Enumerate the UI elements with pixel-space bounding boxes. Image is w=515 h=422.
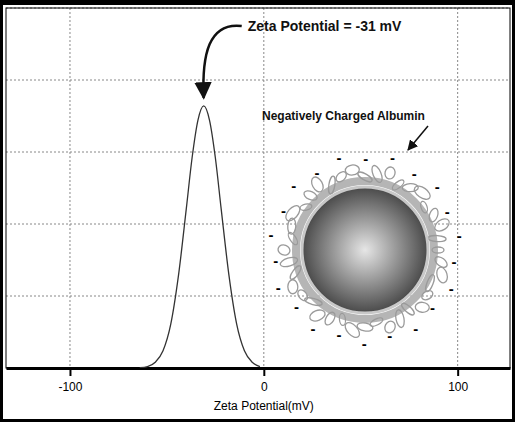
x-tick: 100 [448,368,468,394]
charge-sign: - [336,149,341,166]
charge-sign: - [412,165,417,182]
x-axis-line [7,367,511,370]
albumin-coil [435,266,449,284]
albumin-coil [288,264,302,280]
annotation-arrow [203,26,241,98]
charge-sign: - [390,149,395,166]
albumin-coil [369,316,384,328]
albumin-coil [412,183,432,202]
albumin-coil [299,203,312,211]
albumin-coil [384,166,397,180]
x-tick-label: -100 [58,380,82,394]
x-grid-line [69,8,70,368]
albumin-coil [428,207,440,223]
albumin-coil [279,256,299,269]
x-tick-label: 0 [261,380,268,394]
sphere [302,187,428,313]
albumin-coil [357,170,374,183]
albumin-coil [304,296,323,306]
albumin-coil [428,235,446,242]
charge-sign: - [337,326,342,343]
chart: -100 0 100 Zeta Potential(mV) Zeta Potential… [0,0,515,422]
x-axis-title: Zeta Potential(mV) [214,399,314,413]
charge-sign: - [273,252,278,269]
charge-sign: - [451,253,456,270]
marks [140,106,260,368]
charge-sign: - [363,150,368,167]
charge-sign: - [413,320,418,337]
x-tick: 0 [261,368,268,394]
charge-sign: - [430,299,435,316]
x-tick: -100 [58,368,82,394]
x-axis: -100 0 100 [7,368,511,394]
x-grid-line [457,8,458,368]
annotation-arrow [408,126,428,150]
charge-sign: - [294,298,299,315]
albumin-coil [432,247,444,253]
charge-sign: - [276,279,281,296]
outer-frame [2,3,514,421]
albumin-coil [327,176,336,195]
x-tick-mark [457,368,459,376]
albumin-coil [402,183,418,192]
x-tick-label: 100 [448,380,468,394]
charge-sign: - [445,203,450,220]
albumin-layer [296,181,434,319]
albumin-coil [415,302,430,313]
grid [6,8,510,368]
y-grid-line [6,152,510,153]
albumin-coil [419,200,428,213]
albumin-coil [283,203,302,223]
charge-sign: - [457,227,462,244]
annotation: Negatively Charged Albumin [262,109,425,123]
charge-sign: - [387,327,392,344]
charge-sign: - [362,335,367,352]
charge-sign: - [269,226,274,243]
albumin-coil [277,243,292,257]
y-grid-line [6,296,510,297]
x-tick-mark [69,368,71,376]
particle: ---------------------- [269,149,462,352]
charge-sign: - [435,178,440,195]
charge-sign: - [311,320,316,337]
x-tick-mark [263,368,265,376]
y-grid-line [6,224,510,225]
top-bar [0,0,515,5]
charge-sign: - [291,177,296,194]
charge-sign: - [449,280,454,297]
distribution-curve [140,106,260,368]
y-grid-line [6,368,510,369]
albumin-coil [339,313,346,326]
albumin-coil [424,274,436,293]
albumin-coil [288,280,298,294]
plot-frame [6,8,510,368]
annotation: Zeta Potential = -31 mV [248,18,402,34]
charge-sign: - [314,164,319,181]
albumin-coil [370,164,384,184]
charge-sign: - [281,202,286,219]
y-grid-line [6,80,510,81]
x-grid-line [263,8,264,368]
albumin-coil [394,309,405,328]
